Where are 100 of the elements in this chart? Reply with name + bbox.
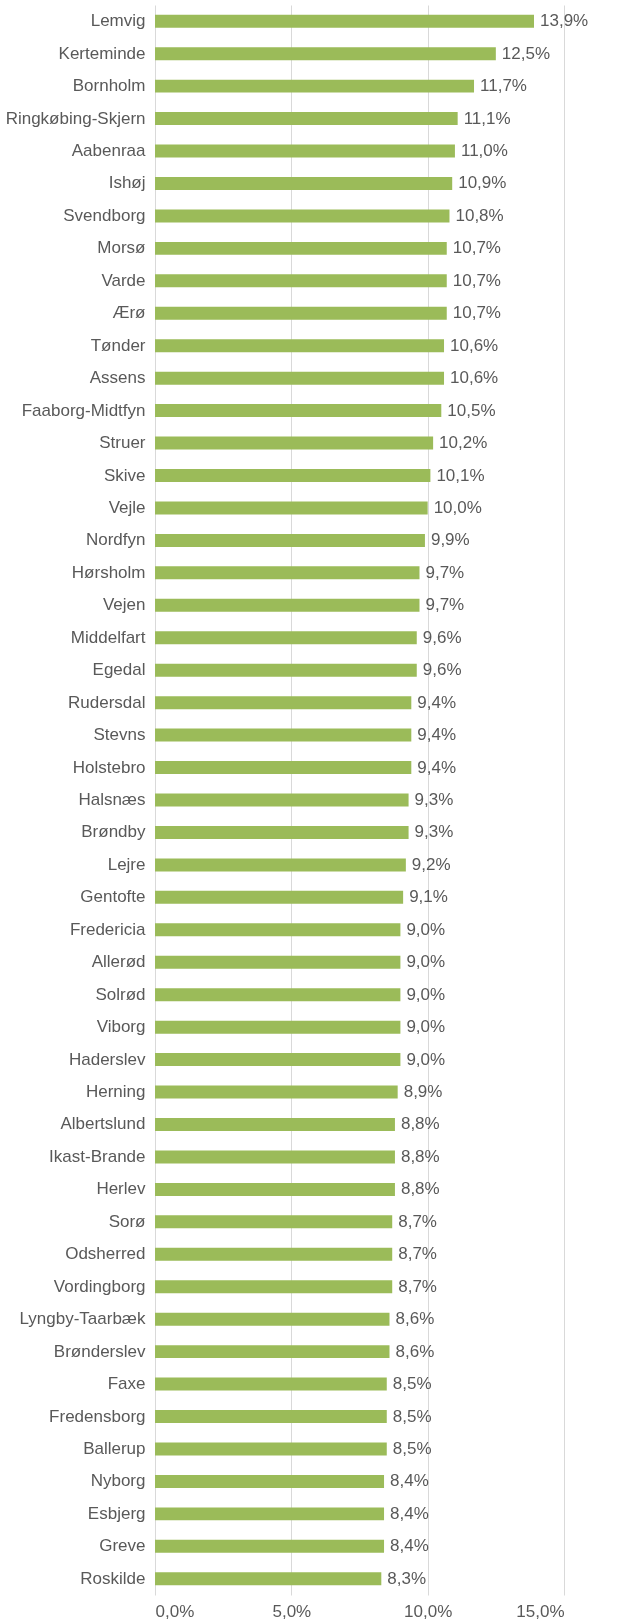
y-tick-label: Holstebro [72,757,146,777]
y-tick-label: Brønderslev [53,1341,146,1361]
y-tick-label: Kerteminde [58,43,146,63]
y-tick-label: Greve [99,1536,146,1556]
y-tick-label: Solrød [95,984,146,1004]
y-tick-label: Nyborg [90,1471,146,1491]
y-tick-label: Sorø [108,1211,146,1231]
data-label: 9,2% [411,854,451,874]
y-tick-label: Brøndby [81,822,146,842]
data-label: 13,9% [540,11,589,31]
y-tick-label: Gentofte [80,887,146,907]
data-label: 9,0% [406,1017,446,1037]
data-label: 9,0% [406,919,446,939]
y-tick-label: Vordingborg [53,1276,146,1296]
data-label: 8,4% [390,1471,429,1491]
data-label: 9,7% [425,562,465,582]
y-tick-label: Ballerup [83,1438,146,1458]
data-label: 8,8% [400,1146,440,1166]
data-label: 11,7% [480,76,527,96]
data-label: 8,7% [398,1211,437,1231]
data-label: 8,5% [392,1438,432,1458]
data-label: 9,6% [422,660,462,680]
data-label: 8,4% [390,1536,429,1556]
y-tick-label: Struer [99,433,146,453]
x-tick-label: 10,0% [404,1601,453,1621]
y-tick-label: Ringkøbing-Skjern [5,108,146,128]
data-label: 9,3% [414,822,454,842]
data-label: 10,6% [450,335,499,355]
y-tick-label: Vejen [102,595,146,615]
data-label: 9,1% [409,887,448,907]
data-label: 9,0% [406,984,446,1004]
data-label: 8,3% [387,1568,427,1588]
y-tick-label: Faxe [107,1374,146,1394]
y-tick-label: Stevns [93,725,146,745]
data-label: 8,5% [392,1406,432,1426]
y-tick-label: Bornholm [72,76,146,96]
y-tick-label: Esbjerg [87,1503,146,1523]
data-label: 9,4% [417,692,457,712]
y-tick-label: Roskilde [80,1568,146,1588]
y-tick-label: Faaborg-Midtfyn [21,400,146,420]
data-label: 11,0% [460,141,508,161]
data-label: 9,9% [430,530,470,550]
y-tick-label: Fredericia [69,919,147,939]
data-label: 11,1% [463,108,511,128]
data-label: 8,8% [400,1114,440,1134]
y-tick-label: Halsnæs [78,790,146,809]
data-label: 8,6% [395,1309,435,1329]
data-label: 8,8% [400,1179,440,1199]
data-label: 10,5% [447,400,496,420]
y-tick-label: Varde [101,270,146,290]
data-label: 12,5% [501,43,551,63]
y-tick-label: Ikast-Brande [49,1146,146,1166]
y-tick-label: Lemvig [90,11,146,31]
data-label: 10,9% [458,173,507,193]
data-label: 9,6% [422,627,462,647]
data-label: 9,4% [417,725,457,745]
data-label: 10,7% [452,238,501,258]
y-tick-label: Herning [85,1082,146,1102]
y-tick-label: Svendborg [63,205,146,225]
y-tick-label: Nordfyn [85,530,146,550]
data-label: 8,7% [398,1244,437,1264]
data-label: 10,8% [455,205,504,225]
data-label: 9,7% [425,595,465,615]
y-tick-label: Skive [103,465,146,485]
data-label: 10,1% [436,465,485,485]
data-label: 9,4% [417,757,457,777]
y-tick-label: Allerød [91,952,146,972]
y-tick-label: Assens [89,368,146,388]
data-label: 8,7% [398,1276,437,1296]
data-label: 9,3% [414,790,454,809]
data-label: 9,0% [406,1049,446,1069]
y-tick-label: Tønder [90,335,146,355]
x-tick-label: 5,0% [272,1601,312,1621]
y-tick-label: Lejre [107,854,146,874]
x-tick-label: 15,0% [516,1601,565,1621]
data-label: 10,7% [452,270,501,290]
data-label: 10,0% [433,497,482,517]
data-label: 10,2% [439,433,488,453]
y-tick-label: Odsherred [65,1244,146,1264]
y-tick-label: Viborg [96,1017,146,1037]
data-label: 8,6% [395,1341,435,1361]
y-tick-label: Haderslev [68,1049,146,1069]
y-tick-label: Lyngby-Taarbæk [19,1309,146,1329]
y-tick-label: Middelfart [70,627,146,647]
y-tick-label: Albertslund [60,1114,146,1134]
data-label: 10,6% [450,368,499,388]
x-tick-label: 0,0% [155,1601,195,1621]
data-label: 10,7% [452,303,501,323]
data-label: 8,9% [403,1082,443,1102]
y-tick-label: Vejle [108,497,146,517]
y-tick-label: Herlev [96,1179,146,1199]
y-tick-label: Hørsholm [71,562,146,582]
data-label: 8,5% [392,1374,432,1394]
y-tick-label: Rudersdal [68,692,146,712]
y-tick-label: Fredensborg [49,1406,146,1426]
data-label: 9,0% [406,952,446,972]
y-tick-label: Egedal [92,660,146,680]
y-tick-label: Morsø [97,238,146,258]
y-tick-label: Ishøj [108,173,146,193]
y-tick-label: Ærø [112,303,146,323]
